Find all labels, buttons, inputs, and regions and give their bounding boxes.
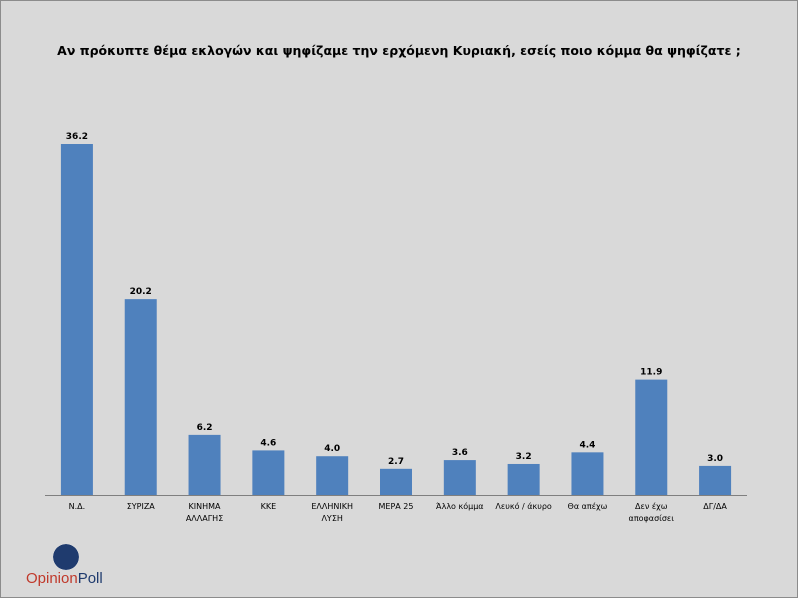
value-label-6: 3.6 [452, 448, 468, 458]
bar-2 [188, 434, 221, 495]
value-label-0: 36.2 [66, 132, 88, 142]
x-tick-label-10-0: ΔΓ/ΔΑ [703, 502, 727, 511]
bar-3 [252, 450, 285, 495]
logo-circle-icon [53, 544, 79, 570]
value-label-1: 20.2 [130, 287, 152, 297]
value-label-2: 6.2 [197, 423, 213, 433]
bar-1 [124, 299, 157, 495]
x-tick-label-7-0: Λευκό / άκυρο [495, 501, 552, 511]
x-tick-label-1-0: ΣΥΡΙΖΑ [127, 502, 156, 511]
x-tick-label-8-0: Θα απέχω [568, 501, 608, 511]
x-tick-label-2-1: ΑΛΛΑΓΗΣ [186, 514, 223, 523]
logo-word-opinion: Opinion [26, 570, 78, 587]
bar-0 [60, 144, 93, 495]
value-label-5: 2.7 [388, 457, 404, 467]
x-tick-label-4-0: ΕΛΛΗΝΙΚΗ [311, 502, 353, 511]
x-tick-label-4-1: ΛΥΣΗ [321, 514, 342, 523]
value-label-4: 4.0 [324, 444, 340, 454]
value-label-10: 3.0 [707, 454, 723, 464]
x-tick-label-0-0: Ν.Δ. [69, 502, 86, 511]
bar-6 [443, 460, 476, 495]
x-tick-labels-group: Ν.Δ. ΣΥΡΙΖΑ ΚΙΝΗΜΑ ΑΛΛΑΓΗΣ ΚΚΕ ΕΛΛΗΝΙΚΗ ΛΥΣΗ ΜΕ… [69, 501, 728, 523]
value-label-3: 4.6 [260, 438, 276, 448]
x-tick-label-3-0: ΚΚΕ [261, 502, 277, 511]
x-tick-label-5-0: ΜΕΡΑ 25 [379, 502, 414, 511]
bar-5 [380, 468, 412, 495]
bar-9 [635, 379, 668, 495]
bars-group [60, 144, 732, 495]
logo-word-poll: Poll [77, 570, 103, 587]
chart-title: Αν πρόκυπτε θέμα εκλογών και ψηφίζαμε τη… [57, 43, 741, 58]
logo-wordmark: OpinionPoll [26, 570, 103, 587]
value-label-8: 4.4 [579, 440, 595, 450]
x-tick-label-6-0: Άλλο κόμμα [436, 501, 484, 511]
bar-8 [571, 452, 604, 495]
bar-4 [316, 456, 349, 495]
opinionpoll-logo: OpinionPoll [24, 540, 134, 590]
value-label-9: 11.9 [640, 368, 662, 378]
value-label-7: 3.2 [516, 452, 532, 462]
value-labels-group: 36.2 20.2 6.2 4.6 4.0 2.7 3.6 3.2 4.4 11.9 3.0 [66, 132, 723, 467]
logo-mark-icon [53, 544, 79, 570]
bar-10 [699, 465, 732, 495]
x-tick-label-2-0: ΚΙΝΗΜΑ [189, 502, 222, 511]
x-tick-label-9-0: Δεν έχω [635, 501, 668, 511]
x-tick-label-9-1: αποφασίσει [629, 514, 675, 523]
bar-7 [507, 463, 540, 495]
